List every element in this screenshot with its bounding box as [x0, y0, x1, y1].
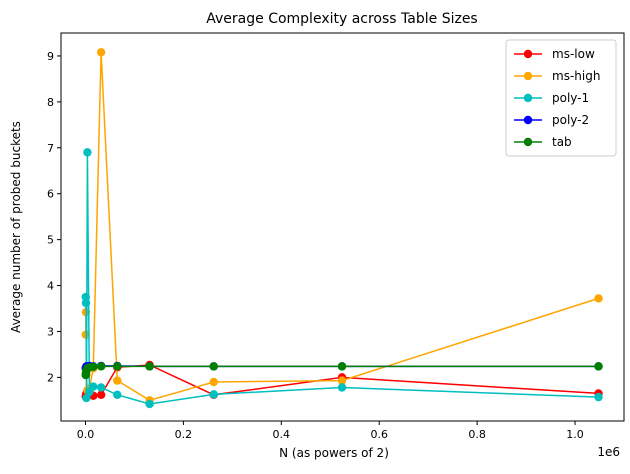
data-point-tab [337, 362, 347, 371]
y-tick-label: 3 [47, 325, 54, 338]
y-tick-label: 5 [47, 234, 54, 247]
series-poly-1 [81, 148, 603, 409]
x-axis-label: N (as powers of 2) [279, 446, 389, 460]
data-point-poly-1 [145, 399, 154, 409]
data-point-poly-1 [209, 390, 218, 399]
data-point-poly-1 [337, 383, 347, 392]
legend-label: poly-1 [552, 91, 589, 105]
legend-label: ms-high [552, 69, 600, 83]
data-point-ms-high [113, 376, 122, 385]
x-tick-label: 1.0 [566, 428, 584, 441]
data-point-ms-high [594, 294, 603, 303]
series-tab [81, 362, 603, 380]
data-point-poly-1 [81, 298, 91, 308]
legend-item-poly-2: poly-2 [514, 113, 589, 127]
legend-swatch-marker [523, 49, 533, 59]
data-point-tab [594, 362, 603, 371]
x-axis: 0.0 0.2 0.4 0.6 0.8 1.0 [77, 421, 584, 441]
x-axis-offset-label: 1e6 [597, 445, 620, 459]
data-point-poly-1 [83, 148, 92, 157]
data-point-tab [96, 362, 106, 371]
x-tick-label: 0.8 [468, 428, 486, 441]
data-point-ms-high [337, 376, 347, 385]
y-tick-label: 2 [47, 371, 54, 384]
legend: ms-low ms-high poly-1 poly-2 tab [505, 39, 617, 157]
legend-item-ms-high: ms-high [514, 69, 600, 83]
y-axis-label: Average number of probed buckets [9, 121, 23, 333]
legend-swatch-marker [523, 71, 533, 81]
x-tick-label: 0.2 [175, 428, 193, 441]
legend-swatch-marker [523, 115, 533, 125]
legend-item-tab: tab [514, 135, 572, 149]
y-axis: 2 3 4 5 6 7 8 9 [47, 50, 61, 384]
series-layer [81, 48, 603, 409]
y-tick-label: 8 [47, 96, 54, 109]
legend-label: poly-2 [552, 113, 589, 127]
data-point-tab [89, 362, 98, 372]
data-point-ms-high [209, 377, 218, 387]
data-point-poly-1 [81, 292, 90, 302]
chart-title: Average Complexity across Table Sizes [206, 11, 477, 27]
legend-label: tab [552, 135, 572, 149]
data-point-poly-1 [113, 390, 122, 400]
y-tick-label: 6 [47, 188, 54, 201]
data-point-tab [209, 362, 218, 371]
plot-frame [60, 32, 625, 422]
data-point-poly-1 [594, 392, 603, 402]
legend-label: ms-low [552, 47, 595, 61]
legend-item-ms-low: ms-low [514, 47, 595, 61]
data-point-tab [145, 362, 154, 371]
legend-swatch-marker [523, 93, 533, 103]
x-tick-label: 0.0 [77, 428, 95, 441]
data-point-ms-high [96, 48, 106, 57]
x-tick-label: 0.6 [370, 428, 388, 441]
legend-swatch-marker [523, 137, 533, 147]
y-tick-label: 7 [47, 142, 54, 155]
y-tick-label: 4 [47, 280, 54, 293]
legend-box [505, 39, 617, 157]
x-tick-label: 0.4 [273, 428, 291, 441]
data-point-ms-low [96, 390, 106, 400]
data-point-tab [113, 362, 122, 371]
legend-item-poly-1: poly-1 [514, 91, 589, 105]
y-tick-label: 9 [47, 50, 54, 63]
data-point-poly-1 [89, 382, 98, 391]
data-point-poly-1 [96, 383, 106, 392]
